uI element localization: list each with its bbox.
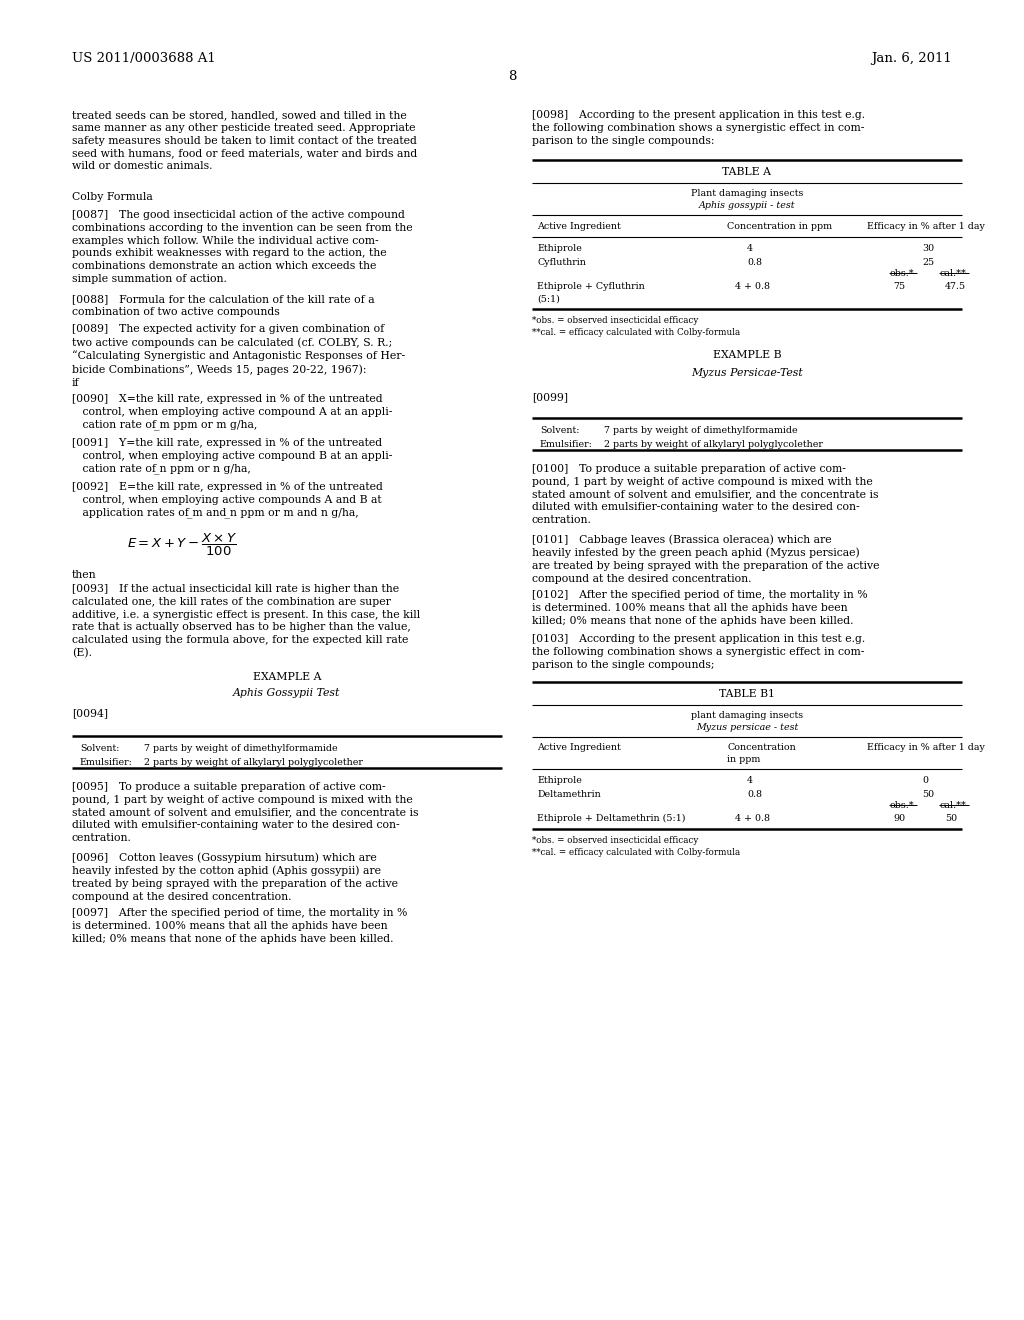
Text: Ethiprole + Deltamethrin (5:1): Ethiprole + Deltamethrin (5:1)	[537, 814, 685, 824]
Text: TABLE B1: TABLE B1	[719, 689, 775, 700]
Text: Concentration: Concentration	[727, 743, 796, 752]
Text: cal.**: cal.**	[939, 801, 966, 810]
Text: then: then	[72, 570, 96, 579]
Text: [0097] After the specified period of time, the mortality in %
is determined. 100: [0097] After the specified period of tim…	[72, 908, 408, 944]
Text: 4: 4	[746, 244, 753, 253]
Text: 0: 0	[922, 776, 928, 785]
Text: [0102] After the specified period of time, the mortality in %
is determined. 100: [0102] After the specified period of tim…	[532, 590, 867, 626]
Text: Myzus persicae - test: Myzus persicae - test	[696, 723, 798, 733]
Text: [0100] To produce a suitable preparation of active com-
pound, 1 part by weight : [0100] To produce a suitable preparation…	[532, 465, 879, 525]
Text: US 2011/0003688 A1: US 2011/0003688 A1	[72, 51, 216, 65]
Text: Myzus Persicae-Test: Myzus Persicae-Test	[691, 368, 803, 378]
Text: cal.**: cal.**	[939, 269, 966, 279]
Text: [0092] E=the kill rate, expressed in % of the untreated
   control, when employi: [0092] E=the kill rate, expressed in % o…	[72, 482, 383, 519]
Text: Aphis gossypii - test: Aphis gossypii - test	[698, 201, 796, 210]
Text: Emulsifier:: Emulsifier:	[540, 440, 593, 449]
Text: Efficacy in % after 1 day: Efficacy in % after 1 day	[867, 743, 985, 752]
Text: Solvent:: Solvent:	[540, 426, 580, 436]
Text: in ppm: in ppm	[727, 755, 761, 764]
Text: **cal. = efficacy calculated with Colby-formula: **cal. = efficacy calculated with Colby-…	[532, 327, 740, 337]
Text: 4 + 0.8: 4 + 0.8	[735, 814, 770, 822]
Text: Efficacy in % after 1 day: Efficacy in % after 1 day	[867, 222, 985, 231]
Text: [0094]: [0094]	[72, 708, 108, 718]
Text: [0088] Formula for the calculation of the kill rate of a
combination of two acti: [0088] Formula for the calculation of th…	[72, 294, 375, 317]
Text: [0101] Cabbage leaves (Brassica oleracea) which are
heavily infested by the gree: [0101] Cabbage leaves (Brassica oleracea…	[532, 535, 880, 583]
Text: Deltamethrin: Deltamethrin	[537, 789, 601, 799]
Text: Active Ingredient: Active Ingredient	[537, 222, 621, 231]
Text: 7 parts by weight of dimethylformamide: 7 parts by weight of dimethylformamide	[144, 744, 338, 752]
Text: 30: 30	[922, 244, 934, 253]
Text: Cyfluthrin: Cyfluthrin	[537, 257, 586, 267]
Text: $E = X + Y - \dfrac{X \times Y}{100}$: $E = X + Y - \dfrac{X \times Y}{100}$	[127, 532, 238, 558]
Text: Jan. 6, 2011: Jan. 6, 2011	[871, 51, 952, 65]
Text: 4 + 0.8: 4 + 0.8	[735, 282, 770, 290]
Text: Plant damaging insects: Plant damaging insects	[691, 189, 803, 198]
Text: obs.*: obs.*	[889, 269, 913, 279]
Text: 2 parts by weight of alkylaryl polyglycolether: 2 parts by weight of alkylaryl polyglyco…	[144, 758, 362, 767]
Text: [0091] Y=the kill rate, expressed in % of the untreated
   control, when employi: [0091] Y=the kill rate, expressed in % o…	[72, 438, 392, 474]
Text: Ethiprole: Ethiprole	[537, 244, 582, 253]
Text: Ethiprole + Cyfluthrin: Ethiprole + Cyfluthrin	[537, 282, 645, 290]
Text: obs.*: obs.*	[889, 801, 913, 810]
Text: Colby Formula: Colby Formula	[72, 191, 153, 202]
Text: *obs. = observed insecticidal efficacy: *obs. = observed insecticidal efficacy	[532, 315, 698, 325]
Text: TABLE A: TABLE A	[723, 168, 771, 177]
Text: 2 parts by weight of alkylaryl polyglycolether: 2 parts by weight of alkylaryl polyglyco…	[604, 440, 823, 449]
Text: 25: 25	[922, 257, 934, 267]
Text: Concentration in ppm: Concentration in ppm	[727, 222, 833, 231]
Text: **cal. = efficacy calculated with Colby-formula: **cal. = efficacy calculated with Colby-…	[532, 847, 740, 857]
Text: [0095] To produce a suitable preparation of active com-
pound, 1 part by weight : [0095] To produce a suitable preparation…	[72, 781, 419, 843]
Text: [0089] The expected activity for a given combination of
two active compounds can: [0089] The expected activity for a given…	[72, 323, 406, 388]
Text: 50: 50	[922, 789, 934, 799]
Text: [0096] Cotton leaves (Gossypium hirsutum) which are
heavily infested by the cott: [0096] Cotton leaves (Gossypium hirsutum…	[72, 851, 398, 902]
Text: 50: 50	[945, 814, 957, 822]
Text: EXAMPLE A: EXAMPLE A	[253, 672, 322, 682]
Text: Emulsifier:: Emulsifier:	[80, 758, 133, 767]
Text: [0099]: [0099]	[532, 392, 568, 403]
Text: 47.5: 47.5	[945, 282, 966, 290]
Text: Ethiprole: Ethiprole	[537, 776, 582, 785]
Text: Solvent:: Solvent:	[80, 744, 120, 752]
Text: 8: 8	[508, 70, 516, 83]
Text: 90: 90	[893, 814, 905, 822]
Text: [0103] According to the present application in this test e.g.
the following comb: [0103] According to the present applicat…	[532, 634, 865, 669]
Text: EXAMPLE B: EXAMPLE B	[713, 350, 781, 360]
Text: [0098] According to the present application in this test e.g.
the following comb: [0098] According to the present applicat…	[532, 110, 865, 145]
Text: (5:1): (5:1)	[537, 294, 560, 304]
Text: 75: 75	[893, 282, 905, 290]
Text: plant damaging insects: plant damaging insects	[691, 711, 803, 719]
Text: 7 parts by weight of dimethylformamide: 7 parts by weight of dimethylformamide	[604, 426, 798, 436]
Text: 4: 4	[746, 776, 753, 785]
Text: [0087] The good insecticidal action of the active compound
combinations accordin: [0087] The good insecticidal action of t…	[72, 210, 413, 284]
Text: treated seeds can be stored, handled, sowed and tilled in the
same manner as any: treated seeds can be stored, handled, so…	[72, 110, 417, 172]
Text: [0093] If the actual insecticidal kill rate is higher than the
calculated one, t: [0093] If the actual insecticidal kill r…	[72, 583, 420, 659]
Text: 0.8: 0.8	[746, 257, 762, 267]
Text: Active Ingredient: Active Ingredient	[537, 743, 621, 752]
Text: Aphis Gossypii Test: Aphis Gossypii Test	[233, 688, 341, 698]
Text: [0090] X=the kill rate, expressed in % of the untreated
   control, when employi: [0090] X=the kill rate, expressed in % o…	[72, 393, 392, 430]
Text: 0.8: 0.8	[746, 789, 762, 799]
Text: *obs. = observed insecticidal efficacy: *obs. = observed insecticidal efficacy	[532, 836, 698, 845]
